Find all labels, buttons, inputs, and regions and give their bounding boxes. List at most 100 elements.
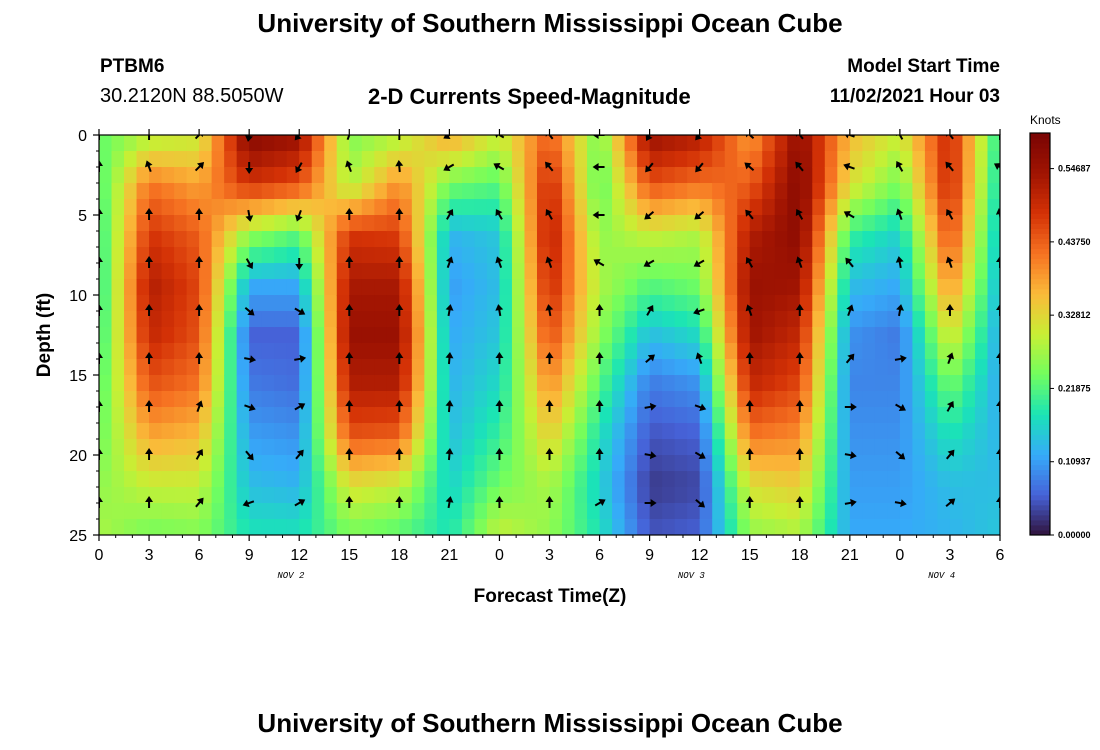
heatmap-cell [111,247,125,264]
heatmap-cell [286,375,300,392]
heatmap-cell [261,327,275,344]
heatmap-cell [161,279,175,296]
heatmap-cell [449,455,463,472]
heatmap-cell [662,487,676,504]
heatmap-cell [624,359,638,376]
colorbar-segment [1030,313,1050,320]
heatmap-cell [549,199,563,216]
heatmap-cell [311,279,325,296]
heatmap-cell [111,503,125,520]
heatmap-cell [674,423,688,440]
heatmap-cell [624,327,638,344]
heatmap-cell [662,391,676,408]
heatmap-cell [199,391,213,408]
heatmap-cell [887,295,901,312]
heatmap-cell [699,295,713,312]
heatmap-cell [712,183,726,200]
heatmap-cell [949,455,964,472]
heatmap-cell [361,439,375,456]
heatmap-cell [574,407,588,424]
heatmap-cell [524,231,538,248]
heatmap-cell [336,455,350,472]
heatmap-cell [386,311,400,328]
heatmap-cell [236,391,250,408]
current-vector [996,448,1000,460]
heatmap-cell [324,183,338,200]
heatmap-cell [499,135,513,152]
heatmap-cell [411,455,425,472]
heatmap-cell [762,247,776,264]
heatmap-cell [374,471,388,488]
heatmap-cell [687,375,701,392]
heatmap-cell [574,295,588,312]
heatmap-cell [474,215,488,232]
heatmap-cell [486,423,501,440]
heatmap-cell [924,151,939,168]
heatmap-cell [336,327,350,344]
heatmap-cell [99,295,113,312]
heatmap-cell [261,183,275,200]
heatmap-cell [712,247,726,264]
colorbar-frame [1029,132,1051,536]
current-vector [294,135,304,141]
current-vector [395,352,404,364]
heatmap-cell [324,471,338,488]
current-vector [545,496,554,508]
current-vector [846,304,854,317]
colorbar-segment [1030,489,1050,496]
heatmap-cell [962,135,976,152]
heatmap-cell [311,455,325,472]
heatmap-cell [261,439,275,456]
current-vector [694,211,705,220]
heatmap-cell [486,487,501,504]
heatmap-cell [249,215,263,232]
heatmap-cell [174,199,188,216]
heatmap-cell [874,199,888,216]
heatmap-cell [599,343,613,360]
heatmap-cell [812,519,826,535]
heatmap-cell [211,407,225,424]
heatmap-cell [562,247,576,264]
heatmap-cell [787,135,801,152]
heatmap-cell [637,407,651,424]
heatmap-cell [699,327,713,344]
heatmap-cell [236,423,250,440]
heatmap-cell [887,487,901,504]
current-vector [195,448,204,460]
colorbar-segment [1030,374,1050,380]
heatmap-cell [874,135,888,152]
heatmap-cell [274,151,288,168]
heatmap-cell [587,519,601,535]
current-vector [194,162,205,172]
heatmap-cell [474,279,488,296]
heatmap-cell [324,343,338,360]
heatmap-cell [887,375,901,392]
heatmap-cell [449,263,463,280]
colorbar-segment [1030,323,1050,330]
heatmap-cell [411,359,425,376]
heatmap-cell [912,135,926,152]
heatmap-cell [724,199,738,216]
heatmap-cell [699,263,713,280]
heatmap-cell [749,199,763,216]
heatmap-cell [524,503,538,520]
heatmap-cell [224,439,238,456]
heatmap-cell [136,263,150,280]
heatmap-cell [299,343,313,360]
heatmap-cell [186,247,200,264]
heatmap-cell [949,183,964,200]
heatmap-cell [924,263,939,280]
current-vector [99,352,103,364]
current-vector [595,352,604,364]
current-vector [445,352,454,365]
current-vector [695,499,706,508]
heatmap-cell [724,391,738,408]
heatmap-cell [474,327,488,344]
heatmap-cell [136,471,150,488]
heatmap-cell [562,167,576,184]
heatmap-cell [987,503,1000,520]
current-vector [295,162,303,174]
heatmap-cell [474,375,488,392]
heatmap-cell [624,295,638,312]
heatmap-cell [674,183,688,200]
